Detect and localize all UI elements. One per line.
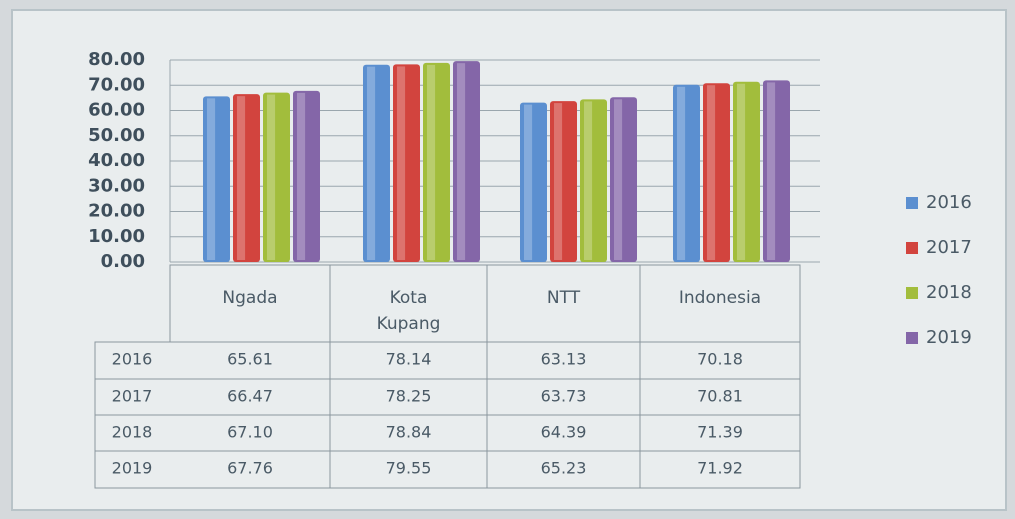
table-cell: 66.47 <box>227 387 273 406</box>
bar <box>393 64 420 262</box>
x-tick-label: Ngada <box>222 288 277 308</box>
table-cell: 65.23 <box>541 459 587 478</box>
y-tick-label: 70.00 <box>88 74 145 95</box>
row-label: 2017 <box>112 387 153 406</box>
bar <box>423 62 450 262</box>
bar-shine <box>297 92 306 260</box>
legend-swatch <box>906 287 918 299</box>
y-tick-label: 50.00 <box>88 125 145 146</box>
table-cell: 67.76 <box>227 459 273 478</box>
bar-shine <box>584 101 593 260</box>
bar <box>673 84 700 262</box>
bar-shine <box>737 83 746 260</box>
y-tick-label: 40.00 <box>88 150 145 171</box>
bar <box>520 102 547 263</box>
x-tick-label: Indonesia <box>679 288 761 308</box>
table-cell: 67.10 <box>227 423 273 442</box>
table-cell: 78.25 <box>386 387 432 406</box>
bar-shine <box>554 103 563 260</box>
y-tick-label: 10.00 <box>88 226 145 247</box>
legend-label: 2018 <box>926 282 972 303</box>
table-cell: 70.81 <box>697 387 743 406</box>
bar <box>293 90 320 262</box>
table-cell: 65.61 <box>227 350 273 369</box>
bar-shine <box>237 96 246 260</box>
bar <box>203 96 230 262</box>
legend-label: 2016 <box>926 192 972 213</box>
x-tick-label-line: Kupang <box>377 314 441 334</box>
bar-shine <box>707 85 716 261</box>
row-label: 2018 <box>112 423 153 442</box>
bar-shine <box>427 64 436 260</box>
bar-shine <box>397 66 406 260</box>
bar <box>610 97 637 262</box>
legend-swatch <box>906 242 918 254</box>
table-cell: 63.73 <box>541 387 587 406</box>
bar <box>733 81 760 262</box>
bar <box>233 94 260 262</box>
table-cell: 63.13 <box>541 350 587 369</box>
table-cell: 71.92 <box>697 459 743 478</box>
y-tick-label: 0.00 <box>101 251 145 272</box>
bar-shine <box>457 63 466 261</box>
x-tick-label-line: Kota <box>390 288 428 308</box>
table-cell: 78.14 <box>386 350 432 369</box>
row-label: 2016 <box>112 350 153 369</box>
row-label: 2019 <box>112 459 153 478</box>
bar <box>763 80 790 262</box>
table-cell: 78.84 <box>386 423 432 442</box>
bar-shine <box>207 98 216 260</box>
bar-shine <box>367 66 376 260</box>
y-tick-label: 60.00 <box>88 100 145 121</box>
table-cell: 70.18 <box>697 350 743 369</box>
table-cell: 64.39 <box>541 423 587 442</box>
legend-label: 2017 <box>926 237 972 258</box>
bar-shine <box>614 99 623 260</box>
legend-swatch <box>906 197 918 209</box>
x-tick-label: Kota Kupang <box>377 288 441 334</box>
bar <box>580 99 607 262</box>
y-tick-label: 30.00 <box>88 175 145 196</box>
bar-shine <box>267 94 276 260</box>
bar <box>453 61 480 263</box>
table-cell: 79.55 <box>386 459 432 478</box>
y-tick-label: 20.00 <box>88 201 145 222</box>
bar <box>703 83 730 263</box>
legend-swatch <box>906 332 918 344</box>
bar <box>550 101 577 262</box>
chart-frame <box>11 9 1007 511</box>
bar-shine <box>524 104 533 261</box>
legend-label: 2019 <box>926 327 972 348</box>
table-cell: 71.39 <box>697 423 743 442</box>
bar-shine <box>677 86 686 260</box>
y-tick-label: 80.00 <box>88 49 145 70</box>
bar-shine <box>767 82 776 260</box>
x-tick-label: NTT <box>547 288 581 308</box>
bar <box>363 64 390 262</box>
bar <box>263 92 290 262</box>
